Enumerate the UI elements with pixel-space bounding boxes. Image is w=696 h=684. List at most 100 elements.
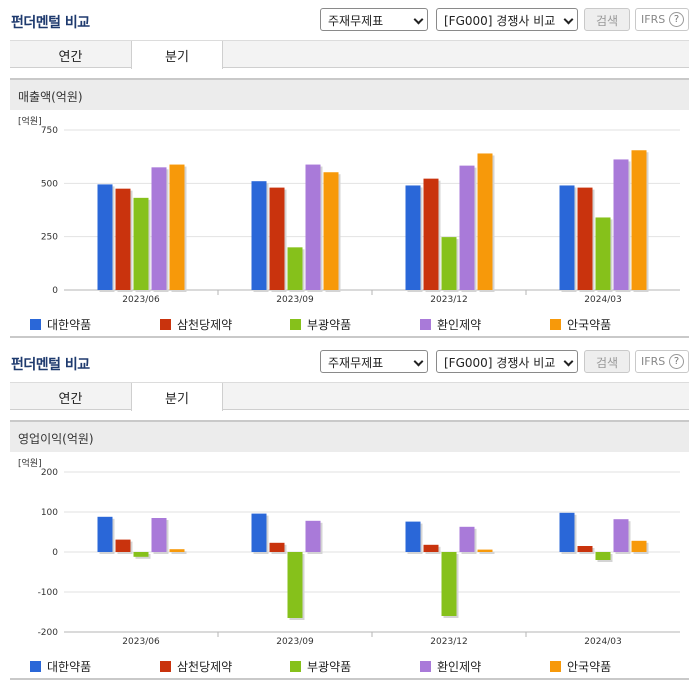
help-icon[interactable]: ? — [669, 354, 684, 369]
fundamental-panel-revenue: 펀더멘털 비교 주재무제표 [FG000] 경쟁사 비교 검색 IFRS? 연간… — [0, 0, 696, 338]
period-tabs: 연간 분기 — [10, 382, 689, 411]
x-tick-label: 2023/12 — [430, 637, 467, 647]
legend-label: 환인제약 — [437, 318, 482, 332]
legend-label: 안국약품 — [567, 318, 612, 332]
bar — [613, 159, 629, 290]
bar — [169, 549, 185, 552]
x-tick-label: 2023/06 — [122, 637, 160, 647]
bar — [631, 150, 647, 290]
ifrs-label: IFRS — [641, 355, 666, 368]
legend-item[interactable]: 안국약품 — [550, 658, 611, 675]
bar — [269, 187, 285, 290]
legend-item[interactable]: 안국약품 — [550, 316, 611, 333]
search-button[interactable]: 검색 — [584, 350, 630, 373]
legend-swatch — [550, 319, 561, 330]
bar — [577, 546, 593, 552]
legend-item[interactable]: 부광약품 — [290, 316, 351, 333]
bar — [577, 187, 593, 290]
bar — [305, 164, 321, 290]
help-icon[interactable]: ? — [669, 12, 684, 27]
legend-label: 안국약품 — [567, 660, 612, 674]
chart-legend: 대한약품 삼천당제약 부광약품 환인제약 안국약품 — [30, 658, 690, 674]
chart-legend: 대한약품 삼천당제약 부광약품 환인제약 안국약품 — [30, 316, 690, 332]
statement-select-value: 주재무제표 — [328, 356, 384, 370]
search-button[interactable]: 검색 — [584, 8, 630, 31]
legend-swatch — [160, 319, 171, 330]
compare-select-value: [FG000] 경쟁사 비교 — [444, 14, 556, 28]
bar — [559, 185, 575, 290]
statement-select[interactable]: 주재무제표 — [320, 350, 428, 373]
compare-select[interactable]: [FG000] 경쟁사 비교 — [436, 8, 578, 31]
bar — [595, 217, 611, 290]
tab-annual[interactable]: 연간 — [58, 392, 83, 407]
bar — [459, 165, 475, 290]
bar — [631, 540, 647, 552]
legend-swatch — [160, 661, 171, 672]
chart-box: 영업이익(억원) [억원] -200 -100 0 100 200 2023/06 2023/… — [10, 420, 689, 680]
chevron-down-icon — [413, 356, 424, 367]
bar — [97, 516, 113, 552]
y-tick-label: 500 — [41, 179, 58, 189]
panel-header: 펀더멘털 비교 주재무제표 [FG000] 경쟁사 비교 검색 IFRS? — [0, 0, 696, 40]
chevron-down-icon — [413, 14, 424, 25]
bar — [269, 542, 285, 552]
chart-box: 매출액(억원) [억원] 0 250 500 750 2023/06 2023/09 2023… — [10, 78, 689, 338]
bar — [133, 552, 149, 557]
chart-title: 매출액(억원) — [18, 90, 83, 104]
ifrs-button[interactable]: IFRS? — [635, 8, 689, 31]
y-tick-label: -100 — [38, 588, 59, 598]
legend-item[interactable]: 삼천당제약 — [160, 316, 232, 333]
legend-item[interactable]: 부광약품 — [290, 658, 351, 675]
statement-select[interactable]: 주재무제표 — [320, 8, 428, 31]
x-tick-label: 2024/03 — [584, 637, 621, 647]
bar — [151, 167, 167, 290]
legend-label: 부광약품 — [307, 318, 352, 332]
bar — [305, 520, 321, 552]
y-tick-label: 250 — [41, 233, 58, 243]
y-tick-label: 0 — [52, 548, 58, 558]
legend-item[interactable]: 환인제약 — [420, 658, 481, 675]
chevron-down-icon — [563, 356, 574, 367]
bar — [115, 539, 131, 552]
bar — [477, 549, 493, 552]
fundamental-panel-operating-profit: 펀더멘털 비교 주재무제표 [FG000] 경쟁사 비교 검색 IFRS? 연간… — [0, 342, 696, 684]
y-unit-label: [억원] — [18, 115, 42, 127]
y-tick-label: 200 — [41, 468, 58, 478]
legend-label: 환인제약 — [437, 660, 482, 674]
revenue-chart: [억원] 0 250 500 750 2023/06 2023/09 2023/12 2024/… — [18, 115, 680, 305]
bar — [287, 552, 303, 618]
chart-header: 영업이익(억원) — [10, 422, 689, 452]
bar — [441, 237, 457, 290]
legend-swatch — [550, 661, 561, 672]
y-tick-label: -200 — [38, 628, 59, 638]
legend-label: 대한약품 — [47, 660, 92, 674]
statement-select-value: 주재무제표 — [328, 14, 384, 28]
legend-swatch — [30, 319, 41, 330]
legend-swatch — [420, 319, 431, 330]
y-unit-label: [억원] — [18, 457, 42, 469]
legend-item[interactable]: 대한약품 — [30, 658, 91, 675]
bar — [251, 181, 267, 290]
y-tick-label: 0 — [52, 286, 58, 296]
bar — [441, 552, 457, 616]
legend-item[interactable]: 환인제약 — [420, 316, 481, 333]
bar — [251, 513, 267, 552]
legend-item[interactable]: 삼천당제약 — [160, 658, 232, 675]
compare-select[interactable]: [FG000] 경쟁사 비교 — [436, 350, 578, 373]
tab-annual[interactable]: 연간 — [58, 50, 83, 65]
x-tick-label: 2023/12 — [430, 295, 467, 305]
tab-quarterly[interactable]: 분기 — [131, 41, 223, 69]
ifrs-button[interactable]: IFRS? — [635, 350, 689, 373]
legend-swatch — [30, 661, 41, 672]
chart-header: 매출액(억원) — [10, 80, 689, 110]
legend-item[interactable]: 대한약품 — [30, 316, 91, 333]
bar-shadow — [479, 551, 495, 554]
tab-quarterly[interactable]: 분기 — [131, 383, 223, 411]
bar — [477, 153, 493, 290]
y-tick-label: 750 — [41, 126, 58, 136]
legend-swatch — [290, 319, 301, 330]
bar — [459, 526, 475, 552]
compare-select-value: [FG000] 경쟁사 비교 — [444, 356, 556, 370]
bar — [405, 521, 421, 552]
bar — [559, 512, 575, 552]
